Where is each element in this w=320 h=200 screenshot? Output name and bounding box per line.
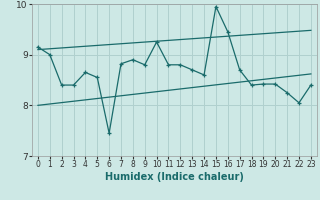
X-axis label: Humidex (Indice chaleur): Humidex (Indice chaleur) [105,172,244,182]
